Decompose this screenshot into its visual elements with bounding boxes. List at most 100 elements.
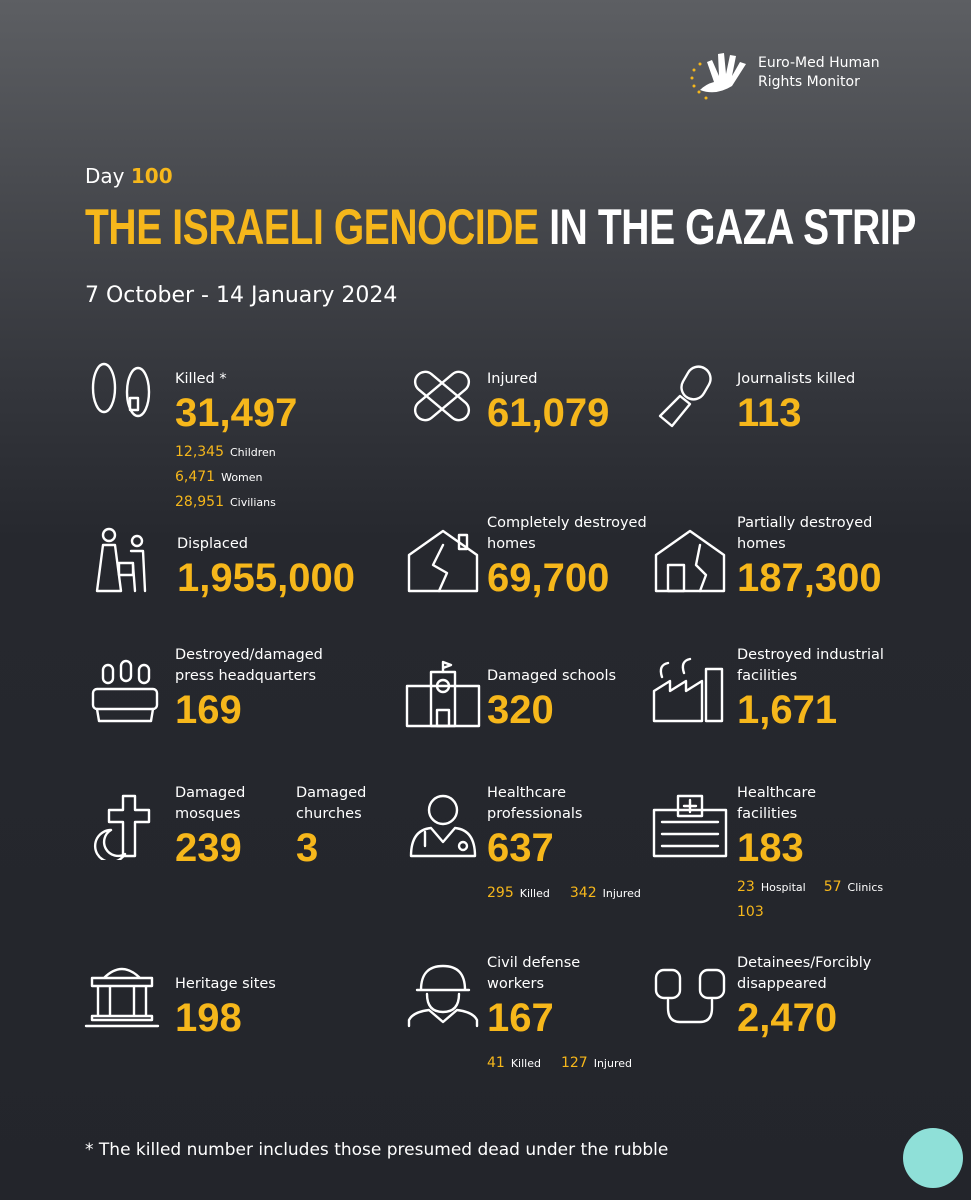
- breakdown: 41 Killed 127 Injured: [487, 1051, 687, 1076]
- stat-icon: [405, 660, 481, 728]
- stat-icon: [84, 967, 160, 1028]
- breakdown-item: 41 Killed: [487, 1051, 541, 1076]
- stat-label: Heritage sites: [175, 976, 276, 992]
- title: THE ISRAELI GENOCIDE IN THE GAZA STRIP: [85, 198, 916, 256]
- logo: [690, 53, 746, 100]
- breakdown-label: Clinics: [847, 881, 884, 894]
- stat: Partially destroyed homes 187,300: [737, 515, 882, 600]
- stat-value: 1,955,000: [177, 556, 355, 600]
- stat: Detainees/Forcibly disappeared 2,470: [737, 955, 871, 1040]
- stat-icon: [658, 365, 712, 428]
- breakdown-label: Injured: [602, 887, 641, 900]
- day-number: 100: [130, 164, 173, 188]
- stat-label: Damaged mosques: [175, 785, 246, 822]
- stat-value: 61,079: [487, 391, 610, 435]
- stat-icon: [652, 794, 728, 858]
- stat-value: 169: [175, 688, 242, 732]
- stat-label: Healthcare facilities: [737, 785, 817, 822]
- title-rest: IN THE GAZA STRIP: [549, 199, 916, 255]
- breakdown-value: 12,345: [175, 444, 224, 460]
- breakdown-item: 12,345 Children: [175, 440, 276, 465]
- stat-value: 187,300: [737, 556, 882, 600]
- breakdown-value: 6,471: [175, 469, 216, 485]
- footnote: * The killed number includes those presu…: [85, 1140, 669, 1160]
- stat-value: 167: [487, 996, 554, 1040]
- breakdown-label: Killed: [519, 887, 550, 900]
- breakdown-value: 295: [487, 885, 514, 901]
- stat-value: 637: [487, 826, 554, 870]
- stat: Completely destroyed homes 69,700: [487, 515, 647, 600]
- breakdown-item: 28,951 Civilians: [175, 490, 276, 515]
- breakdown-item: 295 Killed: [487, 881, 550, 906]
- breakdown-item: 6,471 Women: [175, 465, 263, 490]
- breakdown-item: 127 Injured: [561, 1051, 632, 1076]
- stat-label: Completely destroyed homes: [487, 515, 647, 552]
- breakdown: 23 Hospital 57 Clinics 103: [737, 875, 917, 925]
- breakdown-label: Women: [221, 471, 263, 484]
- breakdown-label: Civilians: [230, 496, 276, 509]
- breakdown-label: Hospital: [760, 881, 806, 894]
- stat-icon: [95, 527, 147, 593]
- stat-icon: [91, 362, 151, 418]
- org-name: Euro-Med Human Rights Monitor: [758, 55, 880, 90]
- breakdown-value: 23: [737, 879, 755, 895]
- stat-label: Detainees/Forcibly disappeared: [737, 955, 872, 992]
- breakdown: 295 Killed 342 Injured: [487, 881, 687, 906]
- stat: Destroyed industrial facilities 1,671: [737, 647, 884, 732]
- stat-label: Destroyed/damaged press headquarters: [175, 647, 323, 684]
- stat: Healthcare facilities 183 23 Hospital 57 Clin…: [737, 785, 917, 925]
- stat: Destroyed/damaged press headquarters 169: [175, 647, 323, 732]
- stat-icon: [407, 964, 479, 1028]
- stat-value: 2,470: [737, 996, 838, 1040]
- stat: Killed * 31,497 12,345 Children 6,471 Women 28…: [175, 371, 395, 515]
- breakdown-value: 28,951: [175, 494, 224, 510]
- breakdown-item: 342 Injured: [570, 881, 641, 906]
- stat-value: 239: [175, 826, 242, 870]
- stat-label: Journalists killed: [737, 371, 856, 387]
- stat-label: Killed *: [175, 371, 227, 387]
- breakdown-item: 23 Hospital: [737, 875, 806, 900]
- stat-value: 3: [296, 826, 319, 870]
- stat-icon: [407, 529, 479, 593]
- stat-value: 1,671: [737, 688, 838, 732]
- day-label: Day: [85, 164, 125, 188]
- breakdown-label: Killed: [510, 1057, 541, 1070]
- stat-icon: [654, 968, 726, 1024]
- stat-label: Partially destroyed homes: [737, 515, 873, 552]
- stat-icon: [652, 657, 724, 723]
- stat: Damaged schools 320: [487, 668, 616, 732]
- stat-value: 69,700: [487, 556, 610, 600]
- stat: Displaced 1,955,000: [177, 536, 355, 600]
- stat-icon: [91, 659, 159, 723]
- stat: Damaged mosques 239: [175, 785, 245, 870]
- breakdown-value: 342: [569, 885, 597, 901]
- stat: Journalists killed 113: [737, 371, 855, 434]
- breakdown-label: Injured: [593, 1057, 632, 1070]
- stat: Heritage sites 198: [175, 976, 276, 1039]
- stat: Damaged churches 3: [296, 785, 366, 870]
- breakdown-value: 103: [737, 904, 764, 920]
- breakdown-value: 57: [823, 879, 842, 895]
- stat-label: Damaged churches: [296, 785, 367, 822]
- breakdown-item: 103: [737, 900, 764, 925]
- stat-icon: [413, 370, 471, 422]
- stat-value: 320: [487, 688, 554, 732]
- stat-label: Healthcare professionals: [487, 785, 583, 822]
- date-range: 7 October - 14 January 2024: [85, 283, 398, 308]
- stat-value: 31,497: [175, 391, 298, 435]
- stat-label: Destroyed industrial facilities: [737, 647, 884, 684]
- stat-icon: [654, 529, 726, 593]
- stat-icon: [93, 794, 151, 860]
- stat: Healthcare professionals 637 295 Killed 342 I…: [487, 785, 687, 906]
- stat: Injured 61,079: [487, 371, 610, 435]
- breakdown-label: Children: [230, 446, 276, 459]
- breakdown-item: 57 Clinics: [824, 875, 883, 900]
- avatar: [903, 1128, 963, 1188]
- stat-value: 183: [737, 826, 804, 870]
- stat-label: Damaged schools: [487, 668, 617, 684]
- stat-label: Injured: [487, 371, 538, 387]
- day: Day 100: [85, 164, 173, 188]
- breakdown: 12,345 Children 6,471 Women 28,951 Civilians: [175, 440, 395, 515]
- stat-icon: [409, 794, 477, 858]
